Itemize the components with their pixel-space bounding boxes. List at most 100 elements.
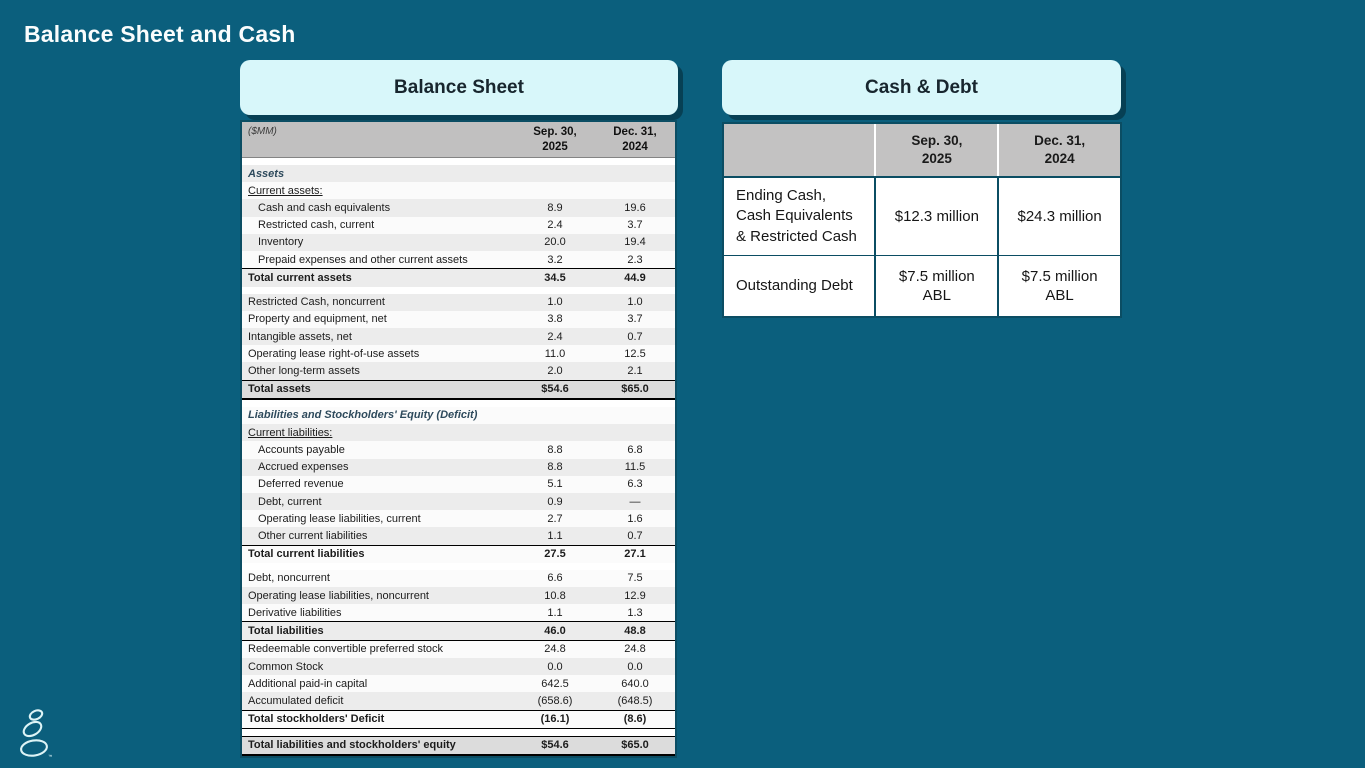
table-row: Common Stock 0.0 0.0 <box>242 657 675 676</box>
row-value-dec-31-2024: 1.6 <box>627 512 643 525</box>
row-value-dec-31-2024: 19.4 <box>624 236 646 249</box>
row-value-dec-31-2024: 2.3 <box>627 253 643 266</box>
row-label: Accumulated deficit <box>248 694 344 707</box>
row-label: Accrued expenses <box>258 461 349 474</box>
row-value-sep-30-2025: 24.8 <box>544 643 566 656</box>
row-value-sep-30-2025: 5.1 <box>547 478 563 491</box>
table-row: Additional paid-in capital 642.5 640.0 <box>242 675 675 693</box>
cash-debt-corner-cell <box>724 124 875 176</box>
row-value-sep-30-2025: $7.5 million ABL <box>876 256 998 316</box>
row-value-sep-30-2025: 0.9 <box>547 495 563 508</box>
cash-debt-column-header-dec-31-2024: Dec. 31, 2024 <box>999 124 1120 176</box>
table-row: Intangible assets, net 2.4 0.7 <box>242 327 675 346</box>
row-label: Total assets <box>248 383 311 396</box>
row-value-dec-31-2024: $65.0 <box>621 383 649 396</box>
unit-label: ($MM) <box>248 126 277 137</box>
row-label: Outstanding Debt <box>724 256 875 316</box>
cash-debt-card-header: Cash & Debt <box>722 60 1121 115</box>
row-label: Total current assets <box>248 271 352 284</box>
row-value-sep-30-2025: 2.4 <box>547 219 563 232</box>
table-row: Liabilities and Stockholders' Equity (De… <box>242 406 675 425</box>
balance-sheet-card-header: Balance Sheet <box>240 60 678 115</box>
table-row: Restricted cash, current 2.4 3.7 <box>242 216 675 234</box>
table-row: Total current liabilities 27.5 27.1 <box>242 544 675 563</box>
row-label: Common Stock <box>248 660 324 673</box>
row-value-sep-30-2025: 8.8 <box>547 461 563 474</box>
table-row: Total stockholders' Deficit (16.1) (8.6) <box>242 709 675 729</box>
row-value-dec-31-2024: 44.9 <box>624 271 646 284</box>
row-value-dec-31-2024: 7.5 <box>627 572 643 585</box>
row-label: Operating lease liabilities, current <box>258 512 421 525</box>
row-value-dec-31-2024: 24.8 <box>624 643 646 656</box>
cash-debt-header-row: Sep. 30, 2025 Dec. 31, 2024 <box>724 124 1120 176</box>
row-value-sep-30-2025: 11.0 <box>544 347 566 360</box>
table-row: Total liabilities and stockholders' equi… <box>242 735 675 756</box>
row-value-dec-31-2024: 3.7 <box>627 219 643 232</box>
table-row: Property and equipment, net 3.8 3.7 <box>242 310 675 328</box>
spacer-row <box>242 399 675 407</box>
cash-debt-table: Sep. 30, 2025 Dec. 31, 2024 Ending Cash,… <box>722 122 1122 318</box>
table-row: Current assets: <box>242 182 675 200</box>
table-row: Operating lease right-of-use assets 11.0 1… <box>242 345 675 363</box>
row-value-dec-31-2024: $65.0 <box>621 739 649 752</box>
column-header-dec-31-2024: Dec. 31, 2024 <box>613 126 657 153</box>
spacer-row <box>242 562 675 570</box>
row-label: Prepaid expenses and other current asset… <box>258 253 468 266</box>
table-row: Total assets $54.6 $65.0 <box>242 379 675 400</box>
table-row: Assets <box>242 165 675 183</box>
table-row: Current liabilities: <box>242 424 675 442</box>
row-value-dec-31-2024: 27.1 <box>624 548 646 561</box>
row-value-sep-30-2025: 8.9 <box>547 202 563 215</box>
table-row: Derivative liabilities 1.1 1.3 <box>242 604 675 622</box>
row-label: Accounts payable <box>258 443 345 456</box>
row-value-sep-30-2025: 0.0 <box>547 660 563 673</box>
row-value-dec-31-2024: 11.5 <box>624 461 646 474</box>
trademark-symbol: ™ <box>48 754 53 759</box>
row-value-sep-30-2025: $54.6 <box>541 383 569 396</box>
row-label: Liabilities and Stockholders' Equity (De… <box>248 409 478 422</box>
row-label: Total liabilities <box>248 625 324 638</box>
row-label: Debt, current <box>258 495 322 508</box>
row-label: Redeemable convertible preferred stock <box>248 643 444 656</box>
table-row: Accrued expenses 8.8 11.5 <box>242 458 675 476</box>
row-value-sep-30-2025: 3.8 <box>547 313 563 326</box>
row-value-dec-31-2024: 12.9 <box>624 589 646 602</box>
row-value-sep-30-2025: 1.1 <box>547 529 563 542</box>
row-value-sep-30-2025: 642.5 <box>541 677 569 690</box>
row-value-sep-30-2025: 10.8 <box>544 589 566 602</box>
row-value-sep-30-2025: 2.4 <box>547 330 563 343</box>
row-value-sep-30-2025: 2.0 <box>547 365 563 378</box>
row-value-dec-31-2024: 19.6 <box>624 202 646 215</box>
row-value-dec-31-2024: 0.7 <box>627 330 643 343</box>
row-value-sep-30-2025: 46.0 <box>544 625 566 638</box>
row-label: Property and equipment, net <box>248 313 387 326</box>
row-label: Current assets: <box>248 184 323 197</box>
table-row: Total liabilities 46.0 48.8 <box>242 621 675 641</box>
table-row: Operating lease liabilities, noncurrent 1… <box>242 587 675 605</box>
row-label: Intangible assets, net <box>248 330 352 343</box>
row-value-sep-30-2025: 27.5 <box>544 548 566 561</box>
row-value-dec-31-2024: 1.3 <box>627 606 643 619</box>
page-title: Balance Sheet and Cash <box>24 21 296 47</box>
table-row: Debt, current 0.9 — <box>242 492 675 511</box>
row-label: Restricted cash, current <box>258 219 375 232</box>
row-value-sep-30-2025: 20.0 <box>544 236 566 249</box>
table-row: Redeemable convertible preferred stock 24… <box>242 640 675 658</box>
row-label: Assets <box>248 167 285 180</box>
row-label: Additional paid-in capital <box>248 677 368 690</box>
spacer-row <box>242 728 675 736</box>
balance-sheet-header-row: ($MM) Sep. 30, 2025 Dec. 31, 2024 <box>242 122 675 158</box>
row-value-sep-30-2025: 34.5 <box>544 271 566 284</box>
row-value-sep-30-2025: 2.7 <box>547 512 563 525</box>
row-label: Debt, noncurrent <box>248 572 330 585</box>
row-value-dec-31-2024: $7.5 million ABL <box>999 256 1120 316</box>
row-value-sep-30-2025: $54.6 <box>541 739 569 752</box>
row-label: Total liabilities and stockholders' equi… <box>248 739 456 752</box>
row-value-dec-31-2024: — <box>629 495 641 508</box>
row-label: Operating lease right-of-use assets <box>248 347 420 360</box>
row-value-dec-31-2024: 0.7 <box>627 529 643 542</box>
spacer-row <box>242 158 675 165</box>
row-value-dec-31-2024: 3.7 <box>627 313 643 326</box>
stacked-stones-logo-icon: ™ <box>20 709 53 759</box>
